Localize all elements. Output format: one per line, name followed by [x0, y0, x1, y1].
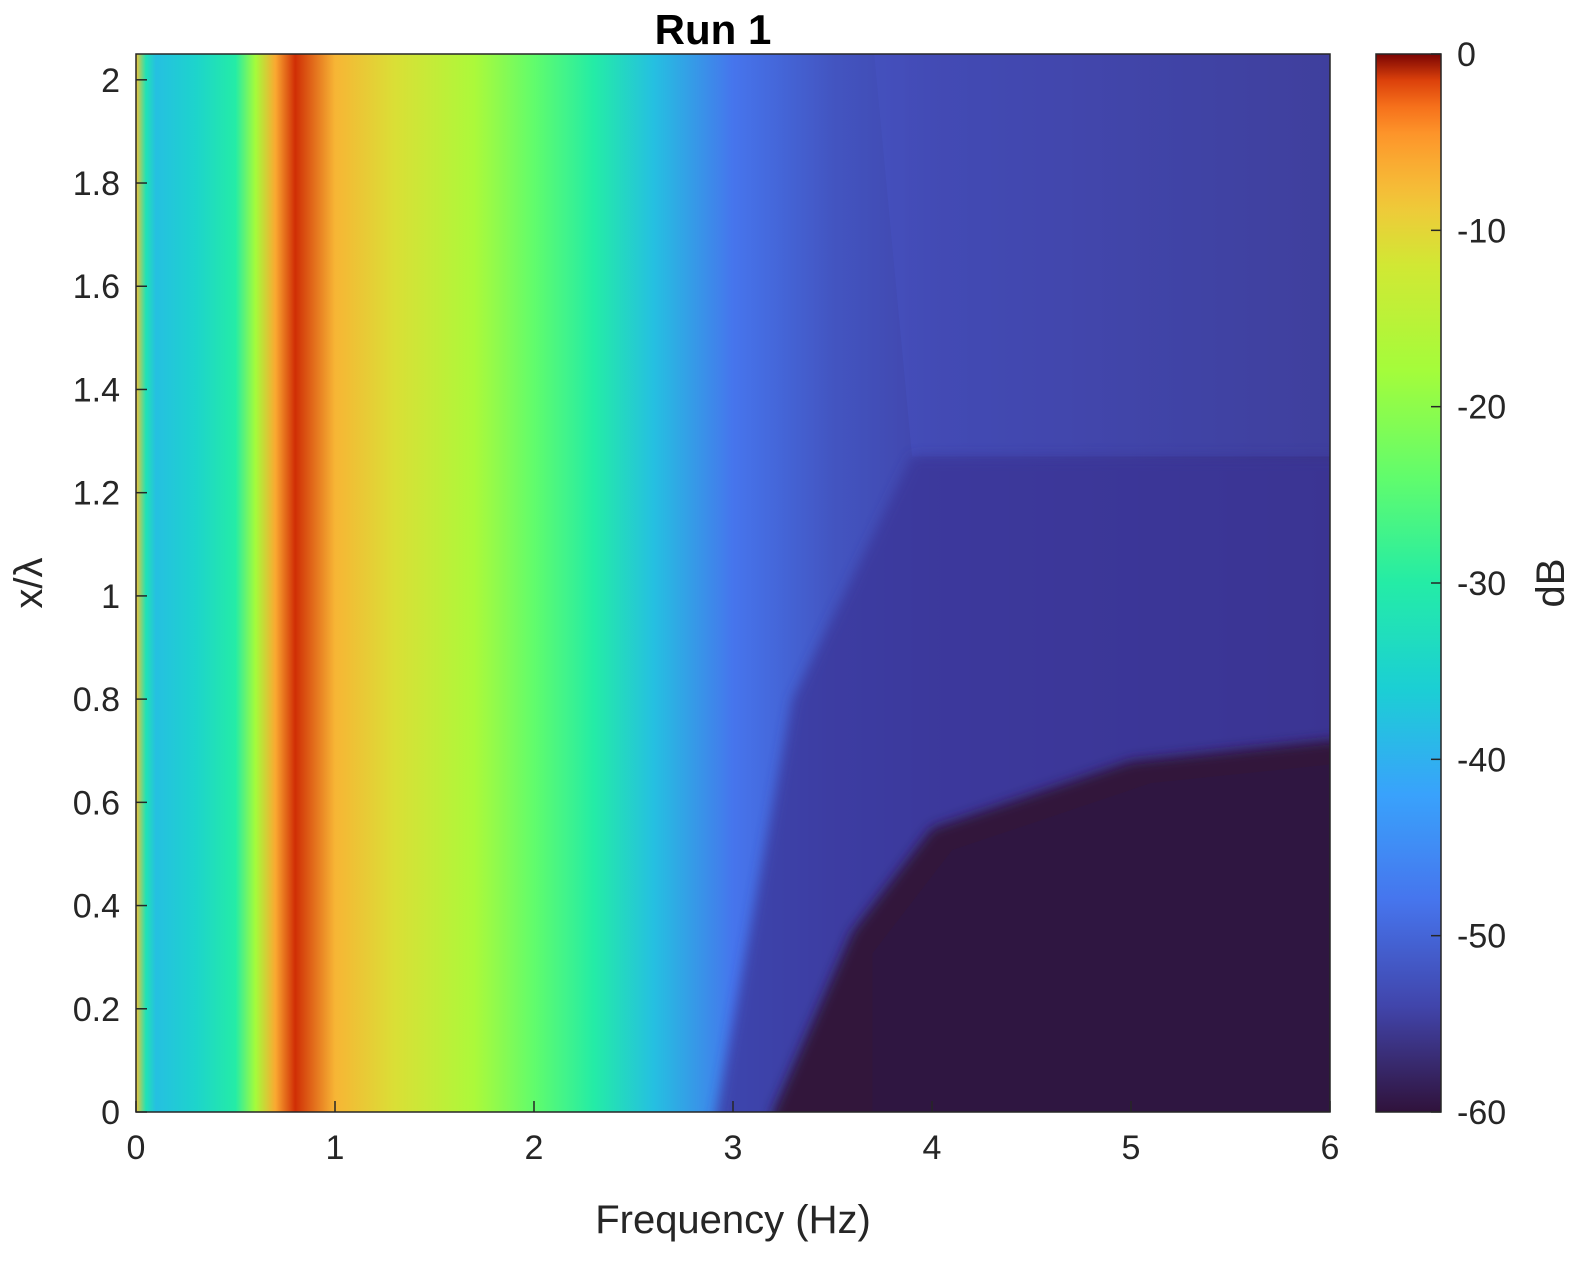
- chart-title: Run 1: [655, 6, 772, 53]
- x-tick-label: 6: [1321, 1129, 1340, 1167]
- y-tick-label: 0: [101, 1094, 120, 1132]
- colorbar-label: dB: [1529, 559, 1573, 608]
- y-axis-label: x/λ: [7, 557, 51, 608]
- y-tick-label: 1.8: [73, 165, 120, 203]
- x-tick-label: 0: [127, 1129, 146, 1167]
- colorbar-tick-label: -60: [1457, 1094, 1506, 1132]
- x-tick-label: 5: [1122, 1129, 1141, 1167]
- x-tick-label: 3: [724, 1129, 743, 1167]
- low-level-region-core: [872, 764, 1330, 1112]
- y-tick-label: 2: [101, 62, 120, 100]
- plot-area: [136, 54, 1330, 1112]
- y-axis: 0 0.2 0.4 0.6 0.8 1 1.2 1.4 1.6 1.8 2: [73, 62, 147, 1132]
- colorbar-tick-label: -20: [1457, 389, 1506, 427]
- x-tick-label: 1: [326, 1129, 345, 1167]
- colorbar-tick-label: -30: [1457, 565, 1506, 603]
- y-tick-label: 0.2: [73, 991, 120, 1029]
- colorbar: [1375, 53, 1442, 1113]
- x-tick-label: 2: [525, 1129, 544, 1167]
- colorbar-tick-label: -10: [1457, 212, 1506, 250]
- y-tick-label: 0.8: [73, 681, 120, 719]
- colorbar-axis: 0 -10 -20 -30 -40 -50 -60: [1431, 36, 1506, 1132]
- x-tick-label: 4: [923, 1129, 942, 1167]
- x-axis-label: Frequency (Hz): [595, 1198, 871, 1242]
- y-tick-label: 0.6: [73, 784, 120, 822]
- x-axis: 0 1 2 3 4 5 6: [127, 1101, 1340, 1167]
- y-tick-label: 0.4: [73, 888, 120, 926]
- y-tick-label: 1.6: [73, 268, 120, 306]
- colorbar-tick-label: -40: [1457, 741, 1506, 779]
- y-tick-label: 1: [101, 578, 120, 616]
- colorbar-tick-label: -50: [1457, 918, 1506, 956]
- upper-band-region: [874, 54, 1330, 457]
- y-tick-label: 1.4: [73, 371, 120, 409]
- colorbar-tick-label: 0: [1457, 36, 1476, 74]
- y-tick-label: 1.2: [73, 475, 120, 513]
